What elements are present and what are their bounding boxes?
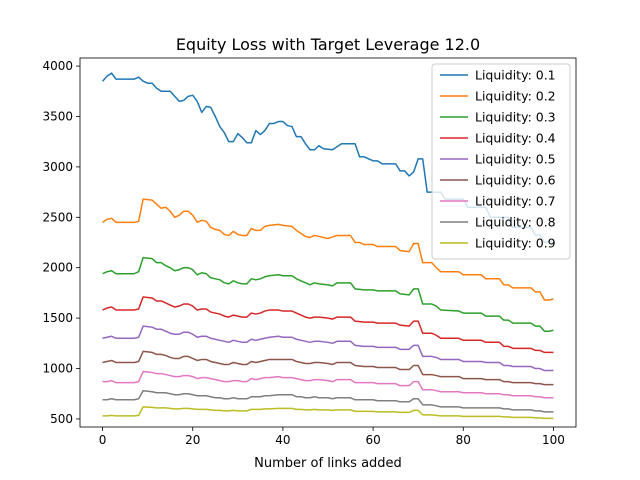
x-axis: 0 20 40 60 80 100	[99, 427, 565, 447]
y-tick-label: 1500	[42, 311, 73, 325]
legend-label: Liquidity: 0.5	[475, 152, 556, 167]
y-tick-label: 1000	[42, 362, 73, 376]
legend-label: Liquidity: 0.4	[475, 131, 556, 146]
series-line-9	[102, 406, 554, 420]
series-line-7	[102, 370, 554, 399]
plot-area	[79, 57, 577, 428]
y-tick-label: 500	[50, 412, 73, 426]
x-tick-label: 20	[185, 433, 200, 447]
legend-label: Liquidity: 0.7	[475, 194, 556, 209]
series-line-4	[102, 296, 554, 354]
chart-title: Equity Loss with Target Leverage 12.0	[176, 35, 480, 54]
legend-label: Liquidity: 0.9	[475, 236, 556, 251]
y-tick-label: 2500	[42, 210, 73, 224]
legend-label: Liquidity: 0.1	[475, 68, 556, 83]
series-line-2	[102, 198, 554, 301]
axes-frame	[79, 57, 577, 428]
legend-label: Liquidity: 0.3	[475, 110, 556, 125]
series-line-6	[102, 350, 554, 386]
legend-box	[431, 63, 571, 260]
x-tick-label: 0	[99, 433, 107, 447]
y-axis: 500 1000 1500 2000 2500 3000 3500 4000	[42, 59, 80, 426]
series-line-8	[102, 389, 554, 413]
legend-label: Liquidity: 0.8	[475, 215, 556, 230]
series-line-3	[102, 256, 554, 332]
y-tick-label: 3500	[42, 109, 73, 123]
x-tick-label: 60	[365, 433, 380, 447]
legend-label: Liquidity: 0.2	[475, 89, 556, 104]
series-line-5	[102, 325, 554, 372]
legend: Liquidity: 0.1 Liquidity: 0.2 Liquidity: 0…	[431, 63, 571, 260]
y-tick-label: 3000	[42, 160, 73, 174]
y-tick-label: 2000	[42, 261, 73, 275]
x-tick-label: 100	[542, 433, 565, 447]
x-tick-label: 40	[275, 433, 290, 447]
x-tick-label: 80	[456, 433, 471, 447]
y-tick-label: 4000	[42, 59, 73, 73]
legend-label: Liquidity: 0.6	[475, 173, 556, 188]
x-axis-label: Number of links added	[254, 456, 402, 471]
